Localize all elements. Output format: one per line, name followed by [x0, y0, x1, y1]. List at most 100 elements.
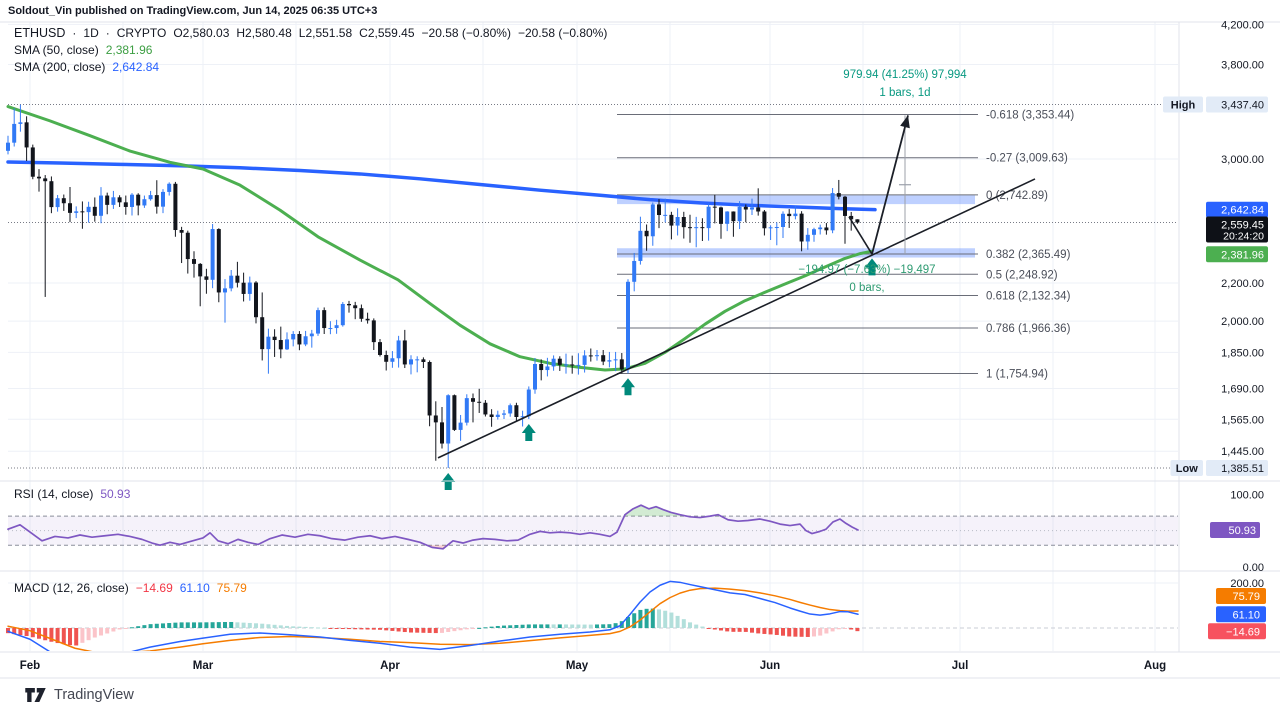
sma50-legend-row[interactable]: SMA (50, close) 2,381.96: [14, 43, 607, 57]
rsi-value-badge: [1210, 521, 1260, 538]
candle-body: [266, 336, 271, 350]
candle-body: [18, 122, 23, 124]
last-price-badge: [1206, 216, 1268, 243]
candle-body: [508, 405, 513, 414]
candle-body: [458, 422, 463, 430]
macd-histogram-bar: [322, 627, 327, 629]
measure-tool[interactable]: [848, 115, 911, 255]
symbol-legend-row[interactable]: ETHUSD · 1D · CRYPTO O2,580.03 H2,580.48…: [14, 26, 607, 40]
candle-body: [830, 193, 835, 231]
macd-histogram-bar: [235, 622, 240, 628]
candle-body: [650, 204, 655, 237]
macd-histogram-bar: [68, 628, 72, 646]
macd-histogram-bar: [855, 628, 860, 632]
macd-histogram-bar: [551, 624, 556, 628]
macd-histogram-bar: [6, 628, 10, 634]
macd-histogram-bar: [43, 628, 48, 641]
macd-histogram-bar: [750, 628, 754, 633]
candle-body: [167, 183, 172, 192]
macd-histogram-bar: [675, 615, 680, 628]
trendline-drawing[interactable]: [437, 178, 1036, 459]
sma50-value: 2,381.96: [105, 43, 153, 57]
candle-body: [272, 336, 277, 341]
macd-histogram-bar: [712, 628, 717, 630]
macd-histogram-bar: [688, 622, 692, 628]
time-axis-label: Feb: [20, 660, 40, 672]
candle-body: [68, 203, 72, 213]
candle-body: [185, 232, 190, 260]
last-price-badge-text: 2,559.45: [1221, 220, 1264, 232]
macd-hist-badge-text: −14.69: [1226, 626, 1260, 638]
macd-histogram-bar: [123, 628, 128, 629]
sma200-legend-row[interactable]: SMA (200, close) 2,642.84: [14, 60, 607, 74]
macd-histogram-bar: [30, 628, 35, 638]
macd-histogram-bar: [24, 628, 29, 637]
candle-body: [99, 195, 103, 216]
candle-body: [12, 123, 17, 143]
highlight-zone-band[interactable]: [617, 248, 975, 258]
macd-histogram-bar: [582, 624, 587, 628]
fib-level-label: 0 (2,742.89): [986, 190, 1048, 202]
candle-body: [626, 281, 630, 370]
macd-histogram-bar: [613, 623, 618, 628]
macd-histogram-bar: [61, 628, 66, 645]
time-axis[interactable]: Feb Mar Apr May Jun Jul Aug: [20, 660, 1166, 672]
fib-retracement[interactable]: -0.618 (3,353.44) -0.27 (3,009.63) 0 (2,74…: [617, 109, 1074, 380]
measure-down-sublabel: 0 bars,: [849, 282, 884, 294]
macd-legend-row[interactable]: MACD (12, 26, close) −14.69 61.10 75.79: [14, 581, 247, 595]
candle-body: [576, 364, 581, 366]
candle-body: [111, 197, 116, 205]
time-scale[interactable]: [0, 652, 1280, 678]
macd-histogram-bar: [204, 622, 209, 628]
candle-body: [204, 276, 209, 280]
time-axis-label: May: [566, 660, 589, 672]
sma200-label: SMA (200, close): [14, 60, 106, 74]
candle-body: [328, 328, 333, 330]
up-arrow-marker: [865, 258, 879, 276]
candle-body: [632, 260, 637, 282]
candle-body: [483, 402, 488, 415]
tradingview-watermark[interactable]: TradingView: [24, 686, 134, 704]
macd-hist-value: −14.69: [135, 581, 173, 595]
macd-histogram-bar: [502, 625, 506, 628]
sma-50-line[interactable]: [6, 105, 874, 372]
macd-histogram-bar: [576, 624, 581, 628]
sma50-price-badge: [1206, 246, 1268, 263]
highlight-zone-band[interactable]: [617, 195, 975, 205]
price-scale[interactable]: [1179, 22, 1280, 652]
macd-histogram-bar: [774, 628, 779, 635]
price-axis[interactable]: 4,200.00 3,800.00 3,000.00 2,200.00 2,000.00…: [1163, 19, 1268, 640]
rsi-label: RSI (14, close): [14, 487, 94, 501]
macd-histogram-bar: [464, 628, 469, 630]
legend-separator: ·: [72, 26, 77, 40]
macd-histogram-bar: [402, 628, 407, 633]
macd-histogram-bar: [595, 624, 599, 628]
candle-body: [86, 206, 91, 213]
candle-body: [291, 333, 296, 340]
macd-histogram-bar: [812, 628, 816, 637]
fib-level-label: -0.27 (3,009.63): [986, 153, 1068, 165]
candle-body: [731, 211, 736, 222]
macd-histogram-bar: [316, 627, 320, 629]
candle-body: [706, 206, 711, 229]
macd-histogram-bar: [557, 624, 562, 628]
candle-body: [223, 288, 227, 293]
low-marker-value: 1,385.51: [1221, 463, 1264, 475]
macd-histogram-bar: [663, 610, 668, 628]
candle-body: [539, 363, 544, 371]
macd-histogram-bar: [433, 628, 438, 634]
price-zones[interactable]: [617, 195, 975, 258]
candle-body: [359, 308, 364, 319]
macd-histogram-bar: [768, 628, 773, 635]
macd-panel: [6, 608, 1178, 646]
candle-body: [452, 395, 457, 430]
candle-body: [446, 395, 451, 444]
macd-histogram-bar: [421, 628, 426, 633]
macd-histogram-bar: [18, 628, 23, 636]
rsi-legend-row[interactable]: RSI (14, close) 50.93: [14, 487, 130, 501]
sma-200-line[interactable]: [6, 160, 877, 212]
fib-level-label: 1 (1,754.94): [986, 368, 1048, 380]
macd-histogram-bar: [477, 627, 482, 629]
candle-body: [297, 333, 302, 345]
